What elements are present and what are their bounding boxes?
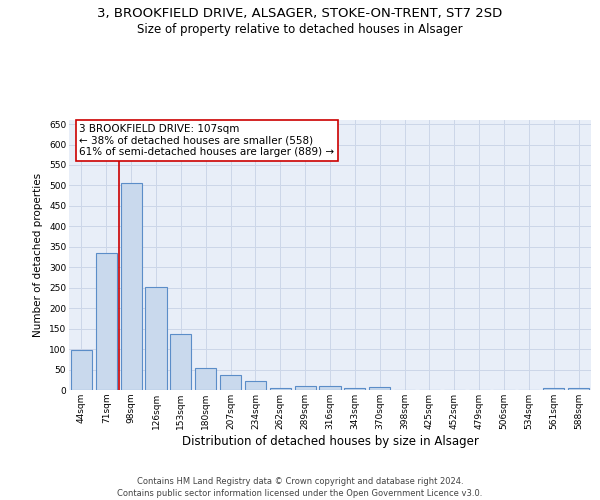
Text: Contains HM Land Registry data © Crown copyright and database right 2024.
Contai: Contains HM Land Registry data © Crown c… <box>118 476 482 498</box>
Bar <box>121 184 142 390</box>
Bar <box>344 388 365 390</box>
Bar <box>270 388 291 390</box>
Y-axis label: Number of detached properties: Number of detached properties <box>34 173 43 337</box>
Bar <box>568 388 589 390</box>
Bar <box>71 350 92 390</box>
Bar <box>145 286 167 390</box>
Bar <box>195 368 216 390</box>
Bar <box>543 388 564 390</box>
Bar <box>245 381 266 390</box>
Text: 3 BROOKFIELD DRIVE: 107sqm
← 38% of detached houses are smaller (558)
61% of sem: 3 BROOKFIELD DRIVE: 107sqm ← 38% of deta… <box>79 124 335 157</box>
Bar <box>170 334 191 390</box>
Bar <box>220 375 241 390</box>
Bar <box>295 386 316 390</box>
Bar <box>369 387 390 390</box>
Text: 3, BROOKFIELD DRIVE, ALSAGER, STOKE-ON-TRENT, ST7 2SD: 3, BROOKFIELD DRIVE, ALSAGER, STOKE-ON-T… <box>97 8 503 20</box>
Bar <box>96 253 117 390</box>
X-axis label: Distribution of detached houses by size in Alsager: Distribution of detached houses by size … <box>182 434 478 448</box>
Bar <box>319 386 341 390</box>
Text: Size of property relative to detached houses in Alsager: Size of property relative to detached ho… <box>137 22 463 36</box>
